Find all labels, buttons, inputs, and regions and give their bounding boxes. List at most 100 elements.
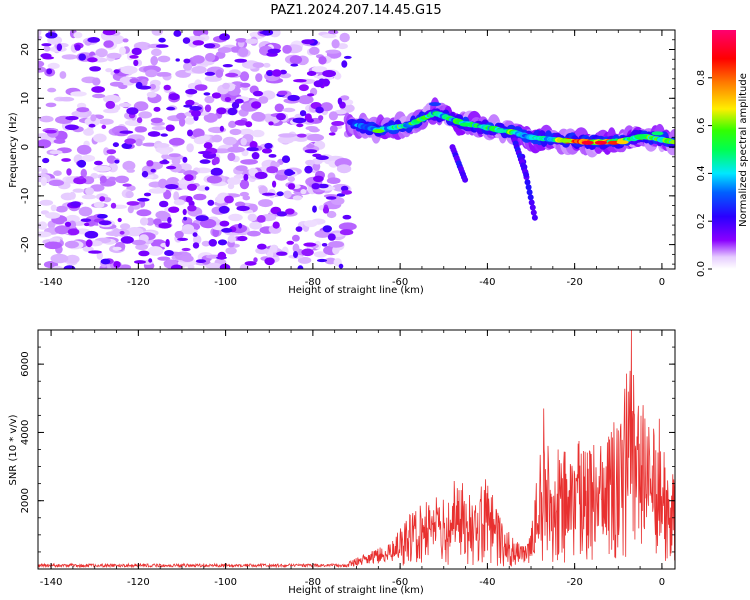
heatmap-noise-blob bbox=[115, 175, 129, 184]
heatmap-noise-blob bbox=[183, 216, 188, 221]
heatmap-noise-blob bbox=[287, 94, 300, 102]
heatmap-noise-blob bbox=[228, 120, 237, 128]
x-tick-label: -40 bbox=[479, 277, 495, 288]
heatmap-noise-blob bbox=[184, 117, 195, 125]
line-y-axis-label: SNR (10 * v/v) bbox=[8, 414, 19, 485]
heatmap-noise-blob bbox=[108, 176, 117, 182]
heatmap-noise-blob bbox=[158, 178, 168, 189]
heatmap-noise-blob bbox=[243, 173, 249, 181]
heatmap-noise-blob bbox=[228, 213, 243, 222]
heatmap-noise-blob bbox=[225, 247, 237, 255]
heatmap-noise-blob bbox=[256, 215, 266, 223]
heatmap-noise-blob bbox=[77, 159, 87, 168]
heatmap-noise-blob bbox=[249, 221, 262, 230]
heatmap-noise-blob bbox=[187, 205, 197, 212]
heatmap-noise-blob bbox=[40, 53, 52, 59]
y-tick-label: 20 bbox=[20, 43, 31, 56]
heatmap-noise-blob bbox=[156, 44, 169, 48]
heatmap-noise-blob bbox=[120, 65, 138, 75]
heatmap-noise-blob bbox=[74, 44, 81, 51]
heatmap-noise-blob bbox=[235, 38, 247, 43]
heatmap-noise-blob bbox=[304, 149, 318, 154]
heatmap-noise-blob bbox=[177, 179, 195, 185]
heatmap-signal-streak bbox=[528, 199, 535, 206]
heatmap-noise-blob bbox=[292, 117, 307, 124]
colorbar-tick-label: 0.4 bbox=[696, 165, 707, 181]
heatmap-noise-blob bbox=[167, 216, 172, 224]
heatmap-noise-blob bbox=[133, 59, 139, 67]
heatmap-noise-blob bbox=[61, 54, 78, 60]
heatmap-noise-blob bbox=[317, 183, 329, 189]
heatmap-noise-blob bbox=[293, 251, 298, 258]
heatmap-noise-blob bbox=[236, 205, 250, 212]
heatmap-noise-blob bbox=[301, 248, 314, 257]
heatmap-noise-blob bbox=[249, 141, 258, 149]
heatmap-noise-blob bbox=[192, 128, 205, 139]
heatmap-noise-blob bbox=[205, 262, 223, 269]
heatmap-noise-blob bbox=[193, 136, 206, 145]
heatmap-noise-blob bbox=[204, 95, 215, 104]
heatmap-noise-blob bbox=[338, 263, 344, 269]
heatmap-noise-blob bbox=[105, 68, 113, 73]
heatmap-signal-peak bbox=[559, 138, 572, 143]
heatmap-noise-blob bbox=[70, 91, 87, 97]
heatmap-noise-blob bbox=[198, 151, 212, 155]
heatmap-y-ticks: -20 -10 0 10 20 bbox=[20, 29, 675, 265]
heatmap-noise-blob bbox=[103, 40, 114, 48]
heatmap-noise-blob bbox=[166, 165, 177, 170]
x-tick-label: -140 bbox=[40, 277, 63, 288]
heatmap-noise-blob bbox=[292, 243, 300, 253]
heatmap-noise-blob bbox=[266, 71, 273, 76]
heatmap-noise-blob bbox=[255, 247, 269, 255]
heatmap-noise-blob bbox=[191, 109, 201, 118]
heatmap-noise-blob bbox=[122, 160, 136, 171]
heatmap-noise-blob bbox=[334, 109, 347, 115]
colorbar-tick-label: 0.8 bbox=[696, 70, 707, 86]
heatmap-noise-blob bbox=[213, 148, 231, 154]
heatmap-noise-blob bbox=[76, 107, 90, 113]
heatmap-noise-blob bbox=[313, 80, 324, 88]
heatmap-noise-blob bbox=[235, 201, 246, 208]
heatmap-noise-blob bbox=[187, 264, 195, 269]
heatmap-signal-streak bbox=[524, 179, 531, 186]
heatmap-noise-blob bbox=[150, 117, 163, 124]
heatmap-noise-blob bbox=[185, 196, 193, 203]
heatmap-noise-blob bbox=[39, 115, 54, 123]
heatmap-noise-blob bbox=[135, 81, 143, 89]
heatmap-signal-streak bbox=[530, 209, 537, 216]
heatmap-noise-blob bbox=[258, 96, 269, 104]
heatmap-noise-blob bbox=[137, 197, 150, 202]
heatmap-noise-blob bbox=[145, 217, 155, 226]
heatmap-noise-blob bbox=[106, 149, 117, 155]
heatmap-noise-blob bbox=[181, 255, 194, 262]
heatmap-noise-blob bbox=[100, 258, 111, 265]
heatmap-noise-blob bbox=[321, 243, 328, 247]
heatmap-noise-blob bbox=[331, 39, 340, 49]
heatmap-noise-blob bbox=[171, 157, 181, 165]
heatmap-noise-blob bbox=[238, 47, 249, 57]
heatmap-noise-blob bbox=[237, 235, 248, 242]
heatmap-noise-blob bbox=[312, 205, 317, 213]
heatmap-noise-blob bbox=[306, 71, 317, 76]
heatmap-noise-blob bbox=[240, 159, 258, 165]
heatmap-noise-blob bbox=[272, 180, 277, 188]
x-tick-label: -100 bbox=[214, 577, 237, 588]
heatmap-noise-blob bbox=[88, 250, 102, 254]
heatmap-noise-blob bbox=[157, 55, 171, 63]
heatmap-noise-blob bbox=[309, 46, 320, 56]
x-tick-label: -100 bbox=[214, 277, 237, 288]
heatmap-noise-blob bbox=[203, 142, 213, 149]
heatmap-noise-blob bbox=[114, 159, 120, 164]
heatmap-noise-blob bbox=[296, 123, 304, 128]
heatmap-noise-blob bbox=[206, 175, 223, 184]
heatmap-noise-blob bbox=[113, 261, 121, 268]
heatmap-noise-blob bbox=[80, 168, 88, 178]
heatmap-noise-blob bbox=[194, 84, 208, 91]
heatmap-noise-blob bbox=[227, 152, 236, 162]
heatmap-noise-blob bbox=[215, 69, 224, 78]
heatmap-noise-blob bbox=[183, 62, 193, 71]
heatmap-noise-blob bbox=[212, 227, 220, 238]
heatmap-noise-blob bbox=[297, 95, 314, 105]
